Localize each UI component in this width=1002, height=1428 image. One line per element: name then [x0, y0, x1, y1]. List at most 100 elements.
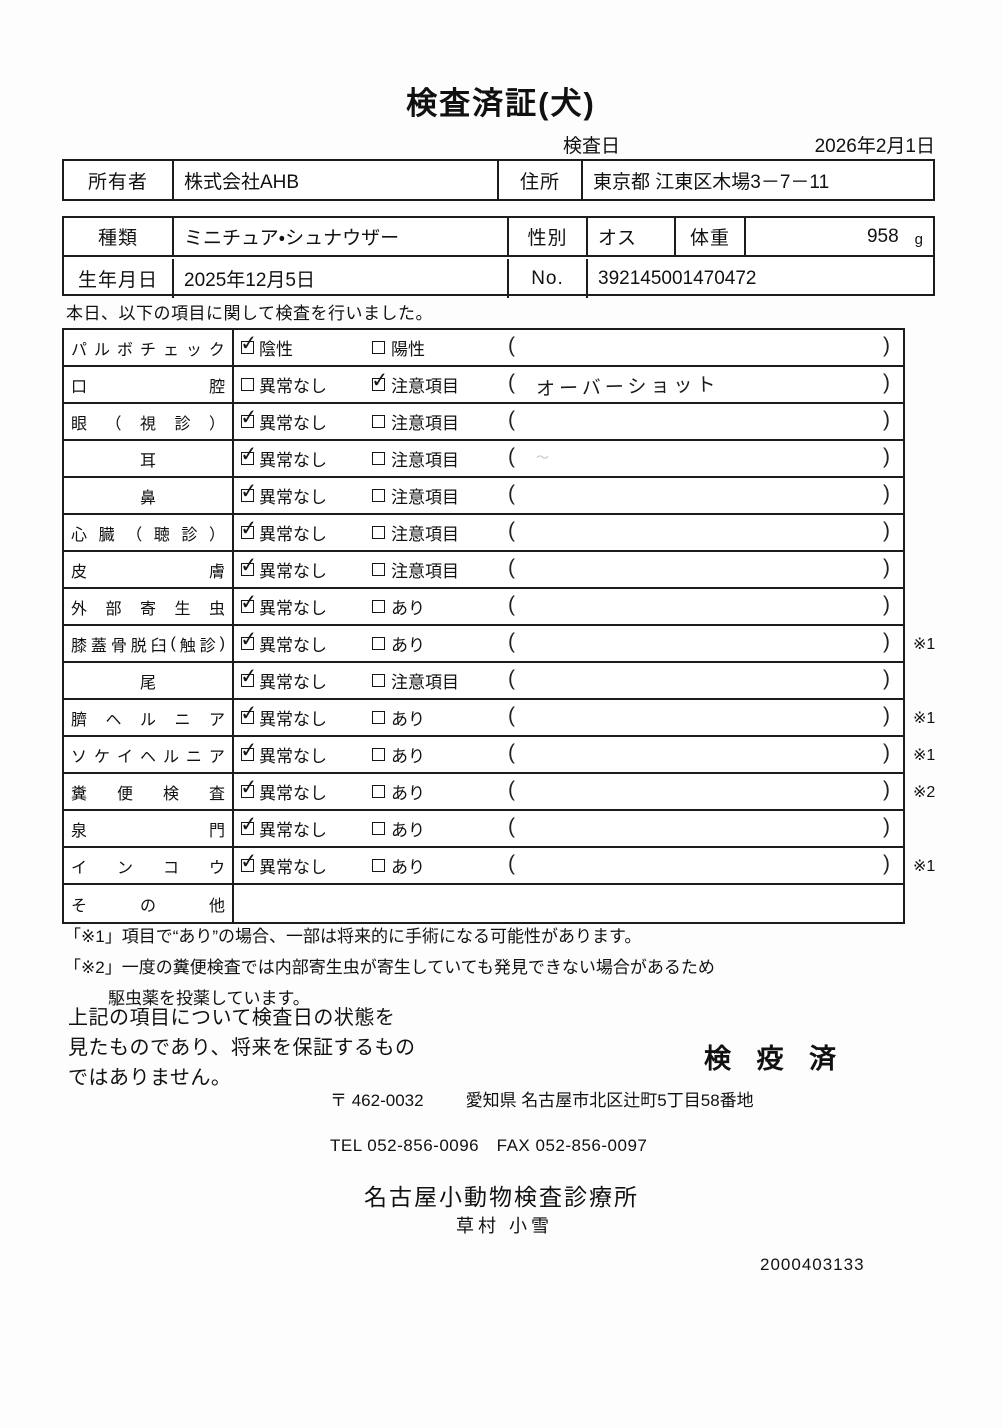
- checkbox-option2: [372, 563, 385, 576]
- weight-value: 958 g: [744, 218, 937, 255]
- checklist-row-content: 異常なし 注意項目 ( ): [232, 441, 903, 476]
- paren-close: ): [883, 445, 890, 468]
- paren-open: (: [508, 371, 515, 394]
- quarantine-stamp: 検 疫 済: [704, 1044, 846, 1074]
- option1-label: 異常なし: [259, 599, 327, 618]
- checkbox-option2: [372, 378, 385, 391]
- checklist-row: 耳 異常なし 注意項目 ( ): [64, 441, 903, 478]
- checklist-row: 口腔 異常なし 注意項目 ( オーバーショット ): [64, 367, 903, 404]
- checkbox-option1: [241, 563, 254, 576]
- checkbox-option2: [372, 600, 385, 613]
- disclaimer-statement: 上記の項目について検査日の状態を 見たものであり、将来を保証するもの ではありま…: [68, 1003, 416, 1093]
- checklist-item-label: インコウ: [71, 859, 225, 877]
- option2-label: あり: [391, 821, 425, 840]
- checkbox-option2: [372, 637, 385, 650]
- species-label: 種類: [97, 228, 138, 249]
- footnote-mark: ※2: [913, 784, 936, 801]
- checklist-item-label: ソケイヘルニア: [71, 748, 225, 766]
- statement-line-2: 見たものであり、将来を保証するもの: [68, 1037, 416, 1059]
- checkbox-option1: [241, 489, 254, 502]
- checklist-row: 皮膚 異常なし 注意項目 ( ): [64, 552, 903, 589]
- option2-label: あり: [391, 858, 425, 877]
- paren-close: ): [883, 667, 890, 690]
- no-label: No.: [507, 259, 586, 298]
- option2-label: あり: [391, 784, 425, 803]
- exam-date-label: 検査日: [563, 136, 621, 157]
- checklist-row-content: 異常なし あり ( ): [232, 848, 903, 883]
- checkbox-option2: [372, 489, 385, 502]
- checklist-item-label: 泉門: [71, 822, 225, 840]
- paren-open: (: [508, 334, 515, 357]
- paren-close: ): [883, 519, 890, 542]
- option1-label: 異常なし: [259, 525, 327, 544]
- checklist-item-label: 尾: [139, 674, 156, 692]
- checkbox-option2: [372, 711, 385, 724]
- checkbox-option2: [372, 341, 385, 354]
- no-value: 392145001470472: [586, 259, 937, 298]
- checklist-row: 眼（視診） 異常なし 注意項目 ( ): [64, 404, 903, 441]
- paren-open: (: [508, 741, 515, 764]
- checkbox-option1: [241, 452, 254, 465]
- paren-open: (: [508, 667, 515, 690]
- checklist-row-content: 異常なし 注意項目 ( ): [232, 478, 903, 513]
- option1-label: 異常なし: [259, 636, 327, 655]
- clinic-postal: 〒 462-0032: [330, 1091, 424, 1110]
- checklist-item-label: 耳: [139, 452, 156, 470]
- owner-label: 所有者: [87, 171, 148, 193]
- option2-label: 陽性: [391, 340, 425, 359]
- paren-close: ): [883, 408, 890, 431]
- checklist-row-content: 異常なし あり ( ): [232, 774, 903, 809]
- checklist-item-label: 口腔: [71, 378, 225, 396]
- option1-label: 異常なし: [259, 673, 327, 692]
- footnote-mark: ※1: [913, 710, 936, 727]
- page-title: 検査済証(犬): [406, 86, 596, 121]
- birth-value: 2025年12月5日: [172, 259, 507, 298]
- checklist-row: 泉門 異常なし あり ( ): [64, 811, 903, 848]
- statement-line-1: 上記の項目について検査日の状態を: [68, 1007, 396, 1029]
- checklist-row: 尾 異常なし 注意項目 ( ): [64, 663, 903, 700]
- option2-label: 注意項目: [391, 525, 459, 544]
- checklist-item-label: 膝蓋骨脱臼(触診): [71, 634, 225, 655]
- paren-open: (: [508, 593, 515, 616]
- option2-label: 注意項目: [391, 451, 459, 470]
- owner-value: 株式会社AHB: [172, 161, 497, 199]
- checklist-item-label: 皮膚: [71, 563, 225, 581]
- option1-label: 異常なし: [259, 414, 327, 433]
- paren-close: ): [883, 815, 890, 838]
- checklist-row-content: 異常なし あり ( ): [232, 589, 903, 624]
- checklist-row: その他: [64, 885, 903, 922]
- clinic-name: 名古屋小動物検査診療所: [364, 1184, 639, 1210]
- option2-label: 注意項目: [391, 414, 459, 433]
- checklist-item-label: 糞便検査: [71, 785, 225, 803]
- species-value: ミニチュア・シュナウザー: [172, 218, 507, 255]
- checkbox-option1: [241, 785, 254, 798]
- pet-table-row-2: 生年月日 2025年12月5日 No. 392145001470472: [64, 259, 933, 298]
- checklist-row-content: 異常なし あり ( ): [232, 626, 903, 661]
- paren-close: ): [883, 852, 890, 875]
- checklist-item-label: 鼻: [139, 489, 156, 507]
- paren-open: (: [508, 482, 515, 505]
- checkbox-option2: [372, 674, 385, 687]
- checklist-row: 糞便検査 異常なし あり ( ) ※2: [64, 774, 935, 811]
- clinic-tel-fax: TEL 052-856-0096 FAX 052-856-0097: [330, 1136, 648, 1155]
- option1-label: 異常なし: [259, 858, 327, 877]
- option2-label: あり: [391, 636, 425, 655]
- checklist-item-label: パルボチェック: [71, 341, 225, 359]
- option2-label: 注意項目: [391, 488, 459, 507]
- checklist-row-content: 異常なし 注意項目 ( ): [232, 515, 903, 550]
- option2-label: 注意項目: [391, 562, 459, 581]
- option2-label: あり: [391, 710, 425, 729]
- checkbox-option1: [241, 822, 254, 835]
- checklist-row-content: 異常なし あり ( ): [232, 811, 903, 846]
- checklist-item-label: 心臓（聴診）: [71, 526, 225, 544]
- option2-label: あり: [391, 747, 425, 766]
- sex-value: オス: [586, 218, 674, 255]
- checkbox-option1: [241, 526, 254, 539]
- checkbox-option2: [372, 526, 385, 539]
